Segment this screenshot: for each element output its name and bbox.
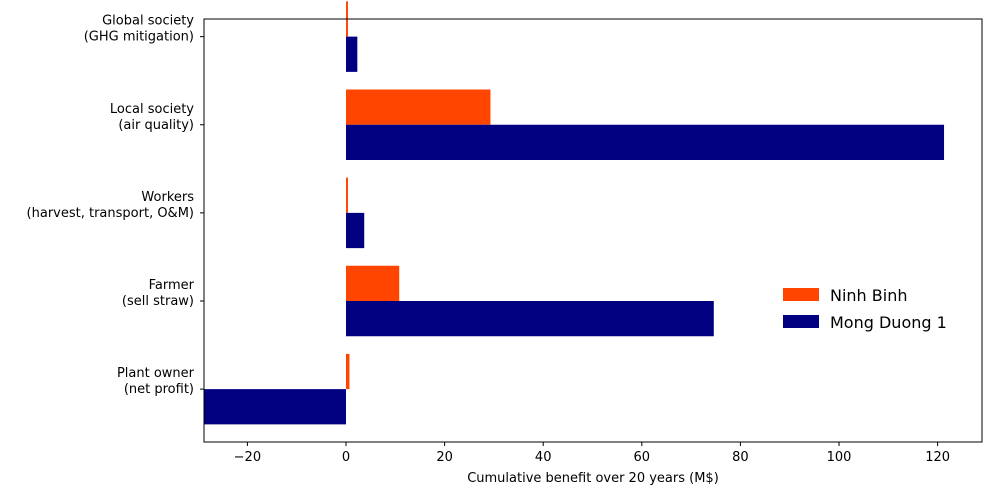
bar-mong-duong-1-0 [204,389,346,425]
legend: Ninh Binh Mong Duong 1 [783,286,947,332]
x-axis: −20 0 20 40 60 80 100 120 [234,442,950,465]
x-tick-label: 100 [827,450,852,465]
bar-mong-duong-1-4 [345,36,358,72]
y-tick-label: Plant owner (net profit) [117,366,195,397]
legend-swatch [783,315,819,328]
x-tick-label: 20 [436,450,453,465]
bar-ninh-binh-0 [345,353,350,390]
legend-label: Ninh Binh [830,286,907,305]
bars-layer [204,1,945,425]
x-tick-label: 80 [732,450,749,465]
bar-mong-duong-1-1 [345,301,714,337]
bar-ninh-binh-1 [345,265,400,301]
x-axis-label: Cumulative benefit over 20 years (M$) [467,471,719,486]
legend-swatch [783,288,819,301]
x-tick-label: 40 [535,450,552,465]
bar-mong-duong-1-2 [345,212,365,249]
x-tick-label: −20 [234,450,261,465]
x-tick-label: 120 [925,450,950,465]
y-axis: Plant owner (net profit) Farmer (sell straw… [27,14,204,397]
y-tick-label: Local society (air quality) [110,102,194,133]
y-tick-label: Workers (harvest, transport, O&M) [27,190,195,221]
x-tick-label: 60 [634,450,651,465]
y-tick-label: Farmer (sell straw) [122,278,195,309]
bar-ninh-binh-2 [345,177,348,213]
bar-mong-duong-1-3 [345,124,945,160]
legend-label: Mong Duong 1 [830,313,947,332]
plot-frame [203,18,983,443]
y-tick-label: Global society (GHG mitigation) [84,14,195,45]
x-tick-label: 0 [342,450,350,465]
bar-ninh-binh-3 [345,89,491,125]
